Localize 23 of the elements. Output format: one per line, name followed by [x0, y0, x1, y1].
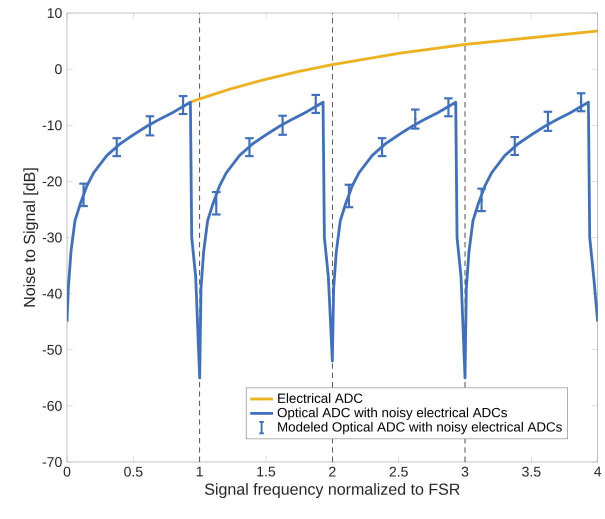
y-tick-label: -20: [42, 176, 62, 186]
legend-label: Optical ADC with noisy electrical ADCs: [278, 408, 507, 420]
legend-label: Electrical ADC: [278, 393, 362, 403]
legend-label: Modeled Optical ADC with noisy electrical ADCs: [278, 422, 562, 434]
y-axis-title: Noise to Signal [dB]: [23, 168, 38, 306]
x-tick-label: 2.5: [390, 466, 408, 477]
y-tick-label: -50: [42, 344, 62, 355]
y-tick-label: -40: [42, 288, 62, 299]
x-tick-label: 0: [64, 466, 70, 477]
y-tick-label: 10: [48, 8, 62, 18]
x-tick-label: 4: [594, 466, 602, 476]
x-tick-label: 3.5: [522, 466, 540, 477]
y-tick-label: -30: [42, 232, 62, 242]
x-tick-label: 1.5: [257, 466, 276, 476]
x-tick-label: 1: [196, 466, 203, 476]
y-tick-label: 0: [55, 64, 62, 74]
x-axis-title: Signal frequency normalized to FSR: [205, 483, 460, 498]
x-tick-label: 2: [329, 466, 336, 476]
y-tick-label: -70: [42, 457, 62, 467]
y-tick-label: -10: [42, 120, 62, 130]
x-tick-label: 3: [462, 466, 468, 477]
x-tick-label: 0.5: [124, 466, 142, 477]
y-tick-label: -60: [42, 400, 62, 411]
